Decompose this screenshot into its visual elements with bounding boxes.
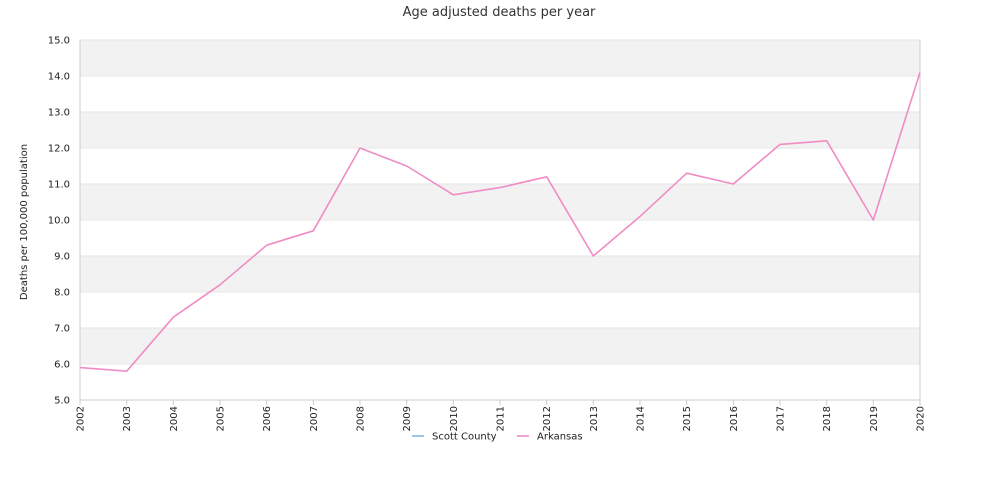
y-tick-label: 8.0 [54,288,70,299]
x-tick-label: 2005 [216,406,227,431]
x-tick-label: 2009 [402,406,413,431]
x-axis-ticks: 2002 2003 2004 2005 2006 2007 2008 2009 2010 2011… [76,400,927,431]
series-lines [79,72,921,373]
series-line-arkansas [79,72,921,373]
plot-band [80,256,920,292]
x-tick-label: 2007 [309,406,320,431]
x-tick-label: 2015 [682,406,693,431]
y-tick-label: 15.0 [48,36,70,47]
x-tick-label: 2014 [636,406,647,431]
legend: Scott County Arkansas [412,432,583,443]
x-tick-label: 2008 [356,406,367,431]
x-tick-label: 2020 [916,406,927,431]
x-tick-label: 2013 [589,406,600,431]
y-tick-label: 12.0 [48,144,70,155]
y-tick-label: 9.0 [54,252,70,263]
x-tick-label: 2003 [122,406,133,431]
y-tick-label: 14.0 [48,72,70,83]
y-tick-label: 7.0 [54,324,70,335]
x-tick-label: 2011 [496,406,507,431]
legend-label-arkansas: Arkansas [537,432,583,443]
plot-bands [80,40,920,364]
y-tick-label: 13.0 [48,108,70,119]
x-tick-label: 2019 [869,406,880,431]
y-axis-ticks: 5.0 6.0 7.0 8.0 9.0 10.0 11.0 12.0 13.0 14.0 15.0 [48,36,70,407]
plot-band [80,40,920,76]
x-tick-label: 2010 [449,406,460,431]
legend-label-scott-county: Scott County [432,432,497,443]
x-tick-label: 2002 [76,406,87,431]
x-tick-label: 2018 [822,406,833,431]
x-tick-label: 2012 [542,406,553,431]
y-tick-label: 6.0 [54,360,70,371]
y-axis-label: Deaths per 100,000 population [19,144,30,300]
x-tick-label: 2006 [262,406,273,431]
y-tick-label: 10.0 [48,216,70,227]
plot-band [80,184,920,220]
plot-band [80,112,920,148]
x-tick-label: 2004 [169,406,180,431]
chart-title: Age adjusted deaths per year [403,5,596,20]
plot-band [80,328,920,364]
x-tick-label: 2017 [776,406,787,431]
y-tick-label: 11.0 [48,180,70,191]
y-tick-label: 5.0 [54,396,70,407]
x-tick-label: 2016 [729,406,740,431]
